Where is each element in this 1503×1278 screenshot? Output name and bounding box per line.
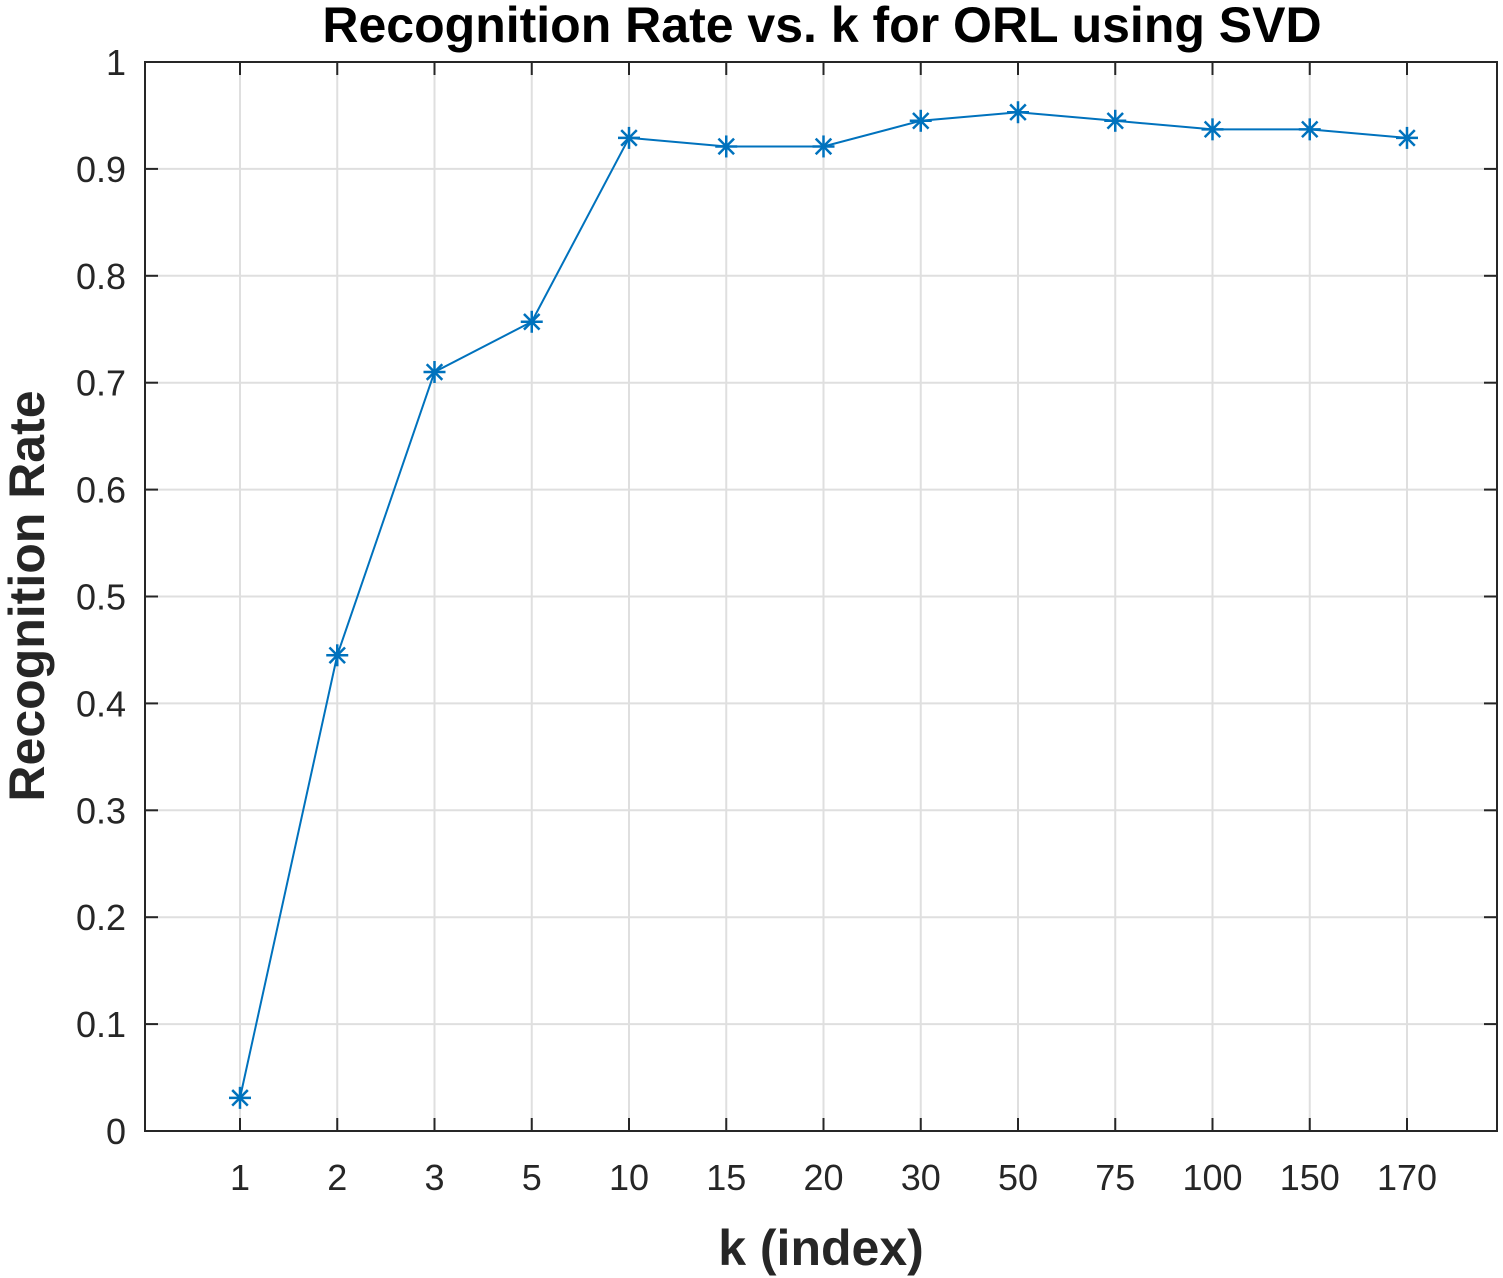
data-point bbox=[326, 644, 349, 667]
x-tick-label: 50 bbox=[998, 1157, 1038, 1198]
data-point bbox=[520, 310, 543, 333]
x-tick-label: 1 bbox=[230, 1157, 250, 1198]
series-group bbox=[229, 101, 1418, 1109]
x-tick-label: 2 bbox=[327, 1157, 347, 1198]
grid bbox=[145, 62, 1497, 1131]
x-tick-label: 15 bbox=[706, 1157, 746, 1198]
x-tick-label: 30 bbox=[901, 1157, 941, 1198]
data-point bbox=[1104, 109, 1127, 132]
y-tick-label: 0.3 bbox=[76, 790, 126, 831]
data-point bbox=[1396, 126, 1418, 149]
y-tick-label: 0.7 bbox=[76, 363, 126, 404]
y-axis-label: Recognition Rate bbox=[0, 390, 55, 801]
data-point bbox=[1201, 118, 1224, 141]
data-point bbox=[909, 109, 932, 132]
x-tick-label: 5 bbox=[522, 1157, 542, 1198]
y-tick-label: 0 bbox=[106, 1111, 126, 1152]
data-point bbox=[229, 1086, 251, 1109]
y-tick-label: 0.2 bbox=[76, 897, 126, 938]
data-point bbox=[423, 361, 446, 384]
y-tick-label: 0.8 bbox=[76, 256, 126, 297]
x-tick-label: 10 bbox=[609, 1157, 649, 1198]
y-tick-labels: 0 0.1 0.2 0.3 0.4 0.5 0.6 0.7 0.8 0.9 1 bbox=[76, 42, 126, 1152]
y-tick-label: 1 bbox=[106, 42, 126, 83]
x-tick-label: 20 bbox=[803, 1157, 843, 1198]
data-point bbox=[715, 135, 738, 158]
y-tick-label: 0.5 bbox=[76, 577, 126, 618]
data-point bbox=[618, 126, 640, 149]
y-tick-label: 0.1 bbox=[76, 1004, 126, 1045]
x-tick-label: 3 bbox=[424, 1157, 444, 1198]
x-tick-label: 75 bbox=[1095, 1157, 1135, 1198]
data-point bbox=[812, 135, 835, 158]
x-axis-label: k (index) bbox=[718, 1220, 924, 1276]
x-tick-labels: 1 2 3 5 10 15 20 30 50 75 100 150 170 bbox=[230, 1157, 1437, 1198]
y-tick-label: 0.4 bbox=[76, 683, 126, 724]
y-tick-label: 0.6 bbox=[76, 470, 126, 511]
chart-title: Recognition Rate vs. k for ORL using SVD bbox=[322, 0, 1321, 53]
axis-ticks bbox=[145, 61, 1497, 1132]
data-point bbox=[1007, 101, 1029, 124]
y-tick-label: 0.9 bbox=[76, 149, 126, 190]
x-tick-label: 170 bbox=[1377, 1157, 1437, 1198]
data-point bbox=[1298, 118, 1321, 141]
x-tick-label: 150 bbox=[1280, 1157, 1340, 1198]
x-tick-label: 100 bbox=[1182, 1157, 1242, 1198]
